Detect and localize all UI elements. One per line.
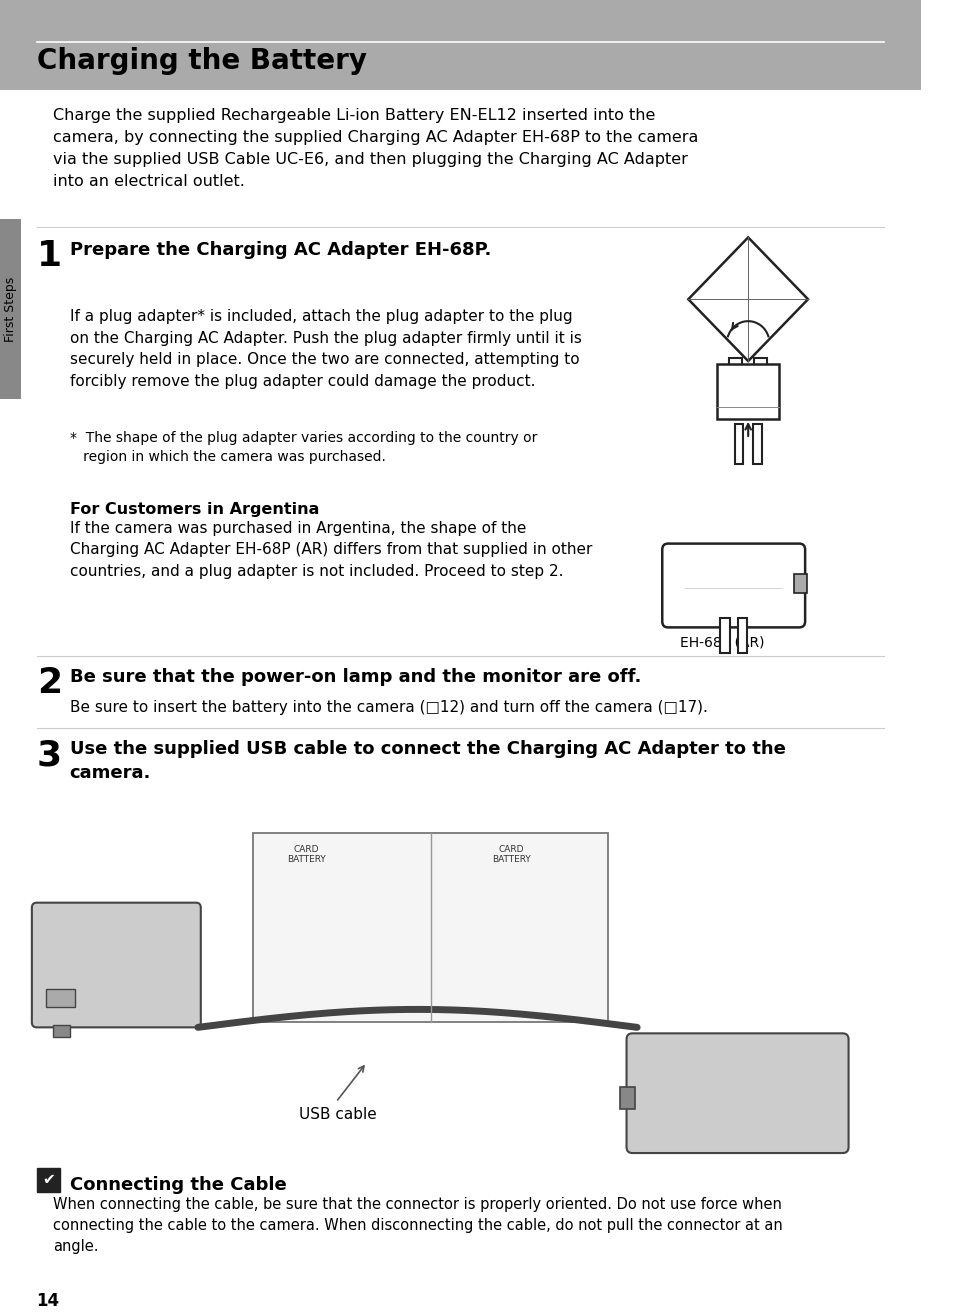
Bar: [253, 833, 608, 1022]
Text: Charging the Battery: Charging the Battery: [36, 47, 366, 75]
Bar: [36, 1168, 60, 1192]
FancyBboxPatch shape: [661, 544, 804, 627]
Text: CARD
BATTERY: CARD BATTERY: [492, 845, 531, 865]
Text: Be sure that the power-on lamp and the monitor are off.: Be sure that the power-on lamp and the m…: [70, 669, 640, 686]
Text: When connecting the cable, be sure that the connector is properly oriented. Do n: When connecting the cable, be sure that …: [53, 1197, 782, 1254]
Text: First Steps: First Steps: [4, 276, 17, 342]
Text: EH-68P (AR): EH-68P (AR): [679, 636, 763, 649]
Bar: [717, 364, 779, 419]
Text: 1: 1: [36, 239, 62, 273]
Bar: [47, 989, 75, 1008]
Bar: [0, 219, 21, 399]
Bar: [728, 359, 741, 367]
Bar: [619, 1087, 635, 1109]
Bar: [752, 424, 760, 464]
Bar: [753, 359, 766, 367]
Bar: [793, 573, 806, 594]
Text: Use the supplied USB cable to connect the Charging AC Adapter to the
camera.: Use the supplied USB cable to connect th…: [70, 740, 784, 782]
Text: ✔: ✔: [42, 1172, 54, 1188]
Bar: [720, 619, 729, 653]
Text: For Customers in Argentina: For Customers in Argentina: [70, 502, 318, 516]
Text: 14: 14: [36, 1292, 60, 1310]
Text: 2: 2: [36, 666, 62, 700]
Text: If a plug adapter* is included, attach the plug adapter to the plug
on the Charg: If a plug adapter* is included, attach t…: [70, 309, 580, 389]
FancyBboxPatch shape: [31, 903, 200, 1028]
Bar: [53, 1025, 71, 1037]
Text: 3: 3: [36, 738, 62, 773]
Text: *  The shape of the plug adapter varies according to the country or
   region in: * The shape of the plug adapter varies a…: [70, 431, 537, 464]
Bar: [734, 424, 742, 464]
Bar: [737, 619, 746, 653]
Text: Charge the supplied Rechargeable Li-ion Battery EN-EL12 inserted into the
camera: Charge the supplied Rechargeable Li-ion …: [53, 108, 698, 189]
Text: If the camera was purchased in Argentina, the shape of the
Charging AC Adapter E: If the camera was purchased in Argentina…: [70, 520, 591, 579]
Text: USB cable: USB cable: [299, 1108, 376, 1122]
Text: Be sure to insert the battery into the camera (□12) and turn off the camera (□17: Be sure to insert the battery into the c…: [70, 700, 706, 715]
Text: CARD
BATTERY: CARD BATTERY: [286, 845, 325, 865]
Text: Connecting the Cable: Connecting the Cable: [70, 1176, 286, 1194]
FancyBboxPatch shape: [626, 1033, 847, 1154]
Bar: [0, 0, 920, 89]
Text: Prepare the Charging AC Adapter EH-68P.: Prepare the Charging AC Adapter EH-68P.: [70, 242, 491, 259]
